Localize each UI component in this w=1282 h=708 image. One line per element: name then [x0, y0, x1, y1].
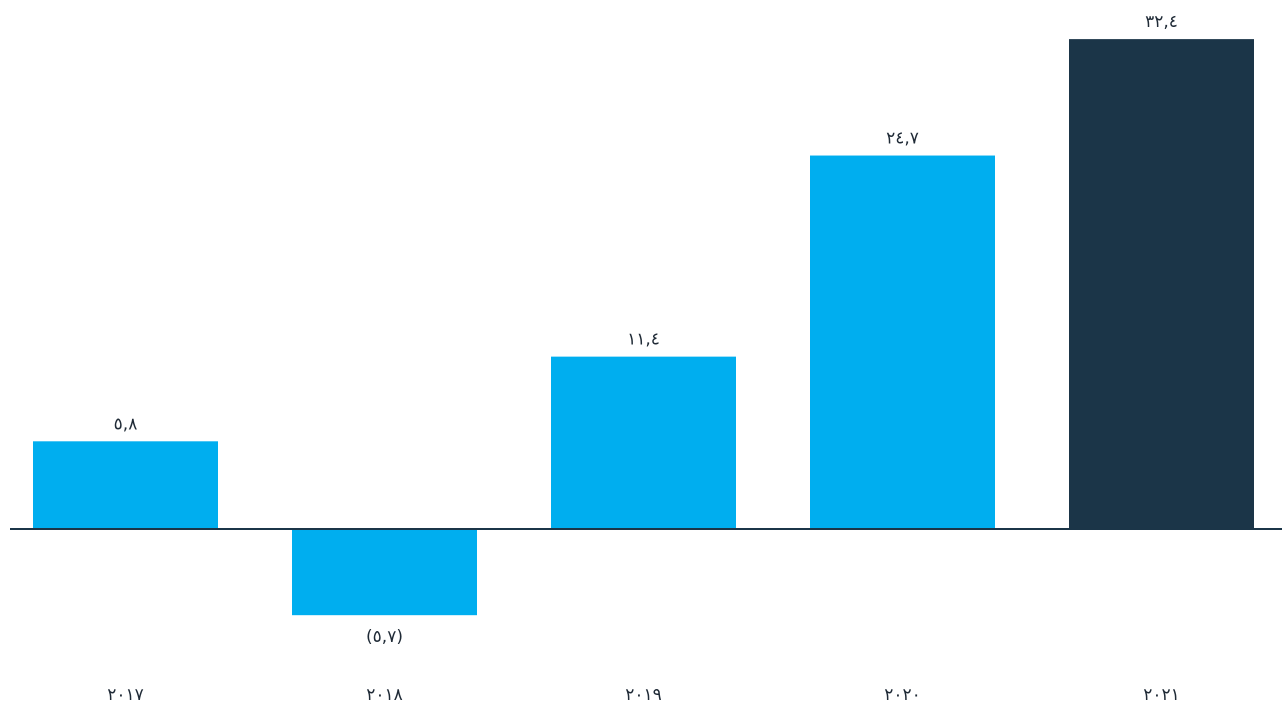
- x-tick-label-3: ٢٠٢٠: [884, 685, 921, 705]
- bar-0: [33, 441, 218, 529]
- bar-3: [810, 155, 995, 529]
- value-label-1: (٥,٧): [366, 627, 403, 647]
- x-tick-labels-group: ٢٠١٧ ٢٠١٨ ٢٠١٩ ٢٠٢٠ ٢٠٢١: [107, 685, 1180, 705]
- x-tick-label-4: ٢٠٢١: [1143, 685, 1180, 705]
- x-tick-label-2: ٢٠١٩: [625, 685, 662, 705]
- value-label-2: ١١,٤: [627, 330, 660, 350]
- x-tick-label-1: ٢٠١٨: [366, 685, 403, 705]
- value-label-4: ٣٢,٤: [1145, 12, 1178, 32]
- bar-4: [1069, 39, 1254, 529]
- value-labels-group: ٥,٨ (٥,٧) ١١,٤ ٢٤,٧ ٣٢,٤: [114, 12, 1178, 647]
- x-tick-label-0: ٢٠١٧: [107, 685, 144, 705]
- value-label-3: ٢٤,٧: [886, 129, 919, 149]
- bar-1: [292, 529, 477, 616]
- value-label-0: ٥,٨: [114, 414, 138, 434]
- bar-2: [551, 356, 736, 529]
- bars-group: [33, 39, 1254, 616]
